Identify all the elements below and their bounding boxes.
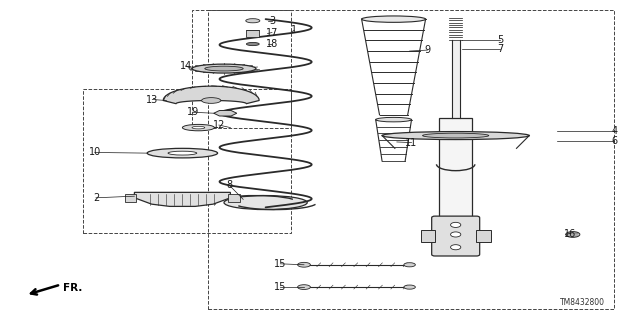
Text: 4: 4 — [611, 126, 618, 136]
Bar — [208, 10, 614, 309]
Ellipse shape — [298, 262, 310, 267]
Circle shape — [451, 222, 461, 227]
Ellipse shape — [202, 98, 221, 103]
Text: 8: 8 — [226, 180, 232, 190]
Text: TM8432800: TM8432800 — [560, 298, 605, 307]
Ellipse shape — [422, 133, 489, 138]
Text: 10: 10 — [88, 147, 101, 158]
FancyBboxPatch shape — [432, 216, 480, 256]
Ellipse shape — [246, 19, 260, 23]
Ellipse shape — [224, 196, 307, 210]
Circle shape — [451, 245, 461, 250]
Ellipse shape — [205, 66, 243, 71]
Ellipse shape — [168, 151, 197, 155]
Text: 2: 2 — [93, 193, 99, 203]
Ellipse shape — [566, 232, 580, 237]
Text: 6: 6 — [611, 136, 618, 146]
Bar — [83, 89, 291, 233]
Text: 7: 7 — [497, 44, 504, 55]
Text: 1: 1 — [291, 25, 298, 35]
Bar — [421, 230, 435, 242]
Ellipse shape — [382, 132, 529, 140]
Text: FR.: FR. — [63, 283, 82, 293]
Ellipse shape — [404, 263, 415, 267]
Text: 5: 5 — [497, 35, 504, 45]
Ellipse shape — [246, 42, 259, 46]
Bar — [228, 194, 240, 202]
Ellipse shape — [298, 285, 310, 290]
Text: 11: 11 — [405, 137, 418, 148]
Ellipse shape — [404, 285, 415, 289]
Text: 12: 12 — [212, 120, 225, 130]
Ellipse shape — [192, 126, 205, 129]
Polygon shape — [214, 110, 237, 116]
Bar — [246, 30, 259, 37]
Text: 17: 17 — [266, 27, 278, 38]
Polygon shape — [134, 192, 230, 206]
Text: 16: 16 — [563, 228, 576, 239]
Text: 18: 18 — [266, 39, 278, 49]
Ellipse shape — [376, 117, 412, 122]
Text: 9: 9 — [424, 45, 431, 55]
Polygon shape — [163, 86, 259, 104]
Text: 13: 13 — [146, 94, 159, 105]
Ellipse shape — [362, 16, 426, 22]
Text: 15: 15 — [274, 282, 287, 292]
Circle shape — [451, 232, 461, 237]
Ellipse shape — [192, 64, 256, 73]
Text: 3: 3 — [269, 16, 275, 26]
Bar — [476, 230, 490, 242]
Bar — [192, 10, 291, 128]
Ellipse shape — [182, 124, 214, 131]
Text: 14: 14 — [179, 61, 192, 71]
Ellipse shape — [147, 148, 218, 158]
Text: 19: 19 — [187, 107, 200, 117]
Bar — [439, 118, 472, 228]
Bar — [125, 194, 136, 202]
Text: 15: 15 — [274, 259, 287, 269]
